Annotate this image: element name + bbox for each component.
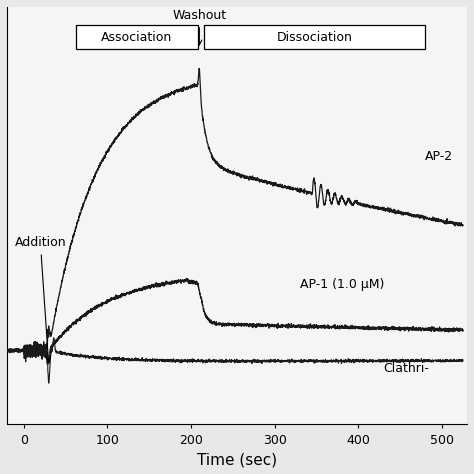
- Bar: [203, 26, 425, 49]
- Text: Addition: Addition: [15, 237, 66, 362]
- Text: Dissociation: Dissociation: [276, 31, 352, 44]
- X-axis label: Time (sec): Time (sec): [197, 452, 277, 467]
- Text: Washout: Washout: [172, 9, 227, 45]
- Text: Clathri-: Clathri-: [383, 363, 429, 375]
- Text: AP-2: AP-2: [425, 150, 453, 163]
- Text: AP-1 (1.0 μM): AP-1 (1.0 μM): [300, 278, 384, 291]
- Bar: [75, 26, 198, 49]
- Text: Association: Association: [101, 31, 172, 44]
